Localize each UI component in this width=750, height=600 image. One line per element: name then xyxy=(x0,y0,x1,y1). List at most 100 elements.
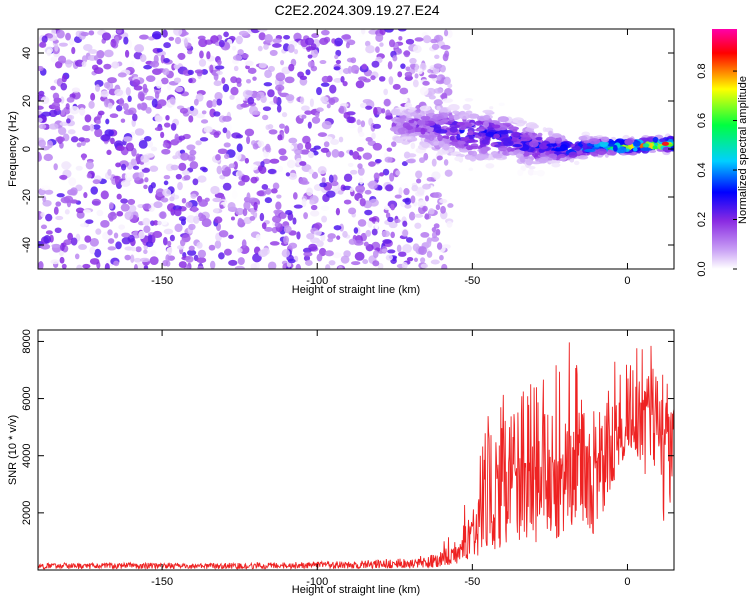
heatmap-cell xyxy=(214,65,225,70)
heatmap-cell xyxy=(436,242,443,250)
heatmap-cell xyxy=(130,246,137,252)
heatmap-cell xyxy=(106,149,112,155)
heatmap-cell xyxy=(83,43,93,52)
heatmap-cell xyxy=(341,34,352,40)
heatmap-cell xyxy=(517,169,524,177)
heatmap-cell xyxy=(208,244,216,251)
heatmap-cell xyxy=(100,219,110,228)
heatmap-cell xyxy=(467,113,480,119)
heatmap-cell xyxy=(278,148,287,156)
heatmap-cell xyxy=(397,71,403,78)
heatmap-cell xyxy=(43,234,51,244)
heatmap-cell xyxy=(219,174,226,180)
heatmap-cell xyxy=(92,179,101,185)
heatmap-cell xyxy=(238,180,246,186)
heatmap-cell xyxy=(402,97,408,103)
colorbar-tick-label: 0.6 xyxy=(696,113,708,128)
heatmap-cell xyxy=(482,109,494,114)
heatmap-cell xyxy=(196,257,207,264)
heatmap-cell xyxy=(257,165,263,172)
heatmap-cell xyxy=(475,120,483,126)
heatmap-cell xyxy=(383,88,389,96)
heatmap-cell xyxy=(232,45,237,51)
heatmap-cell xyxy=(212,99,217,108)
heatmap-cell xyxy=(170,123,177,131)
heatmap-cell xyxy=(348,238,357,245)
heatmap-cell xyxy=(303,251,313,257)
heatmap-cell xyxy=(383,98,391,107)
heatmap-cell xyxy=(301,114,307,119)
heatmap-cell xyxy=(78,244,88,250)
heatmap-cell xyxy=(150,146,158,152)
heatmap-cell xyxy=(197,175,207,183)
heatmap-cell xyxy=(56,29,65,39)
heatmap-cell xyxy=(352,151,360,160)
heatmap-cell xyxy=(133,85,143,91)
heatmap-cell xyxy=(116,145,125,152)
heatmap-cell xyxy=(56,193,65,198)
heatmap-cell xyxy=(95,84,101,92)
heatmap-cell xyxy=(267,124,274,130)
heatmap-cell xyxy=(70,237,78,246)
heatmap-cell xyxy=(245,90,254,96)
heatmap-cell xyxy=(511,131,520,137)
heatmap-cell xyxy=(135,153,141,162)
heatmap-cell xyxy=(483,114,491,121)
heatmap-cell xyxy=(163,180,169,186)
heatmap-cell xyxy=(377,262,384,269)
heatmap-cell xyxy=(321,29,330,36)
heatmap-cell xyxy=(428,127,433,133)
heatmap-cell xyxy=(355,184,366,193)
heatmap-cell xyxy=(400,136,412,140)
heatmap-cell xyxy=(145,107,152,114)
heatmap-cell xyxy=(47,140,54,149)
heatmap-cell xyxy=(250,207,255,215)
heatmap-cell xyxy=(43,153,53,162)
heatmap-cell xyxy=(575,145,581,152)
heatmap-cell xyxy=(449,126,458,133)
heatmap-cell xyxy=(381,108,386,114)
heatmap-cell xyxy=(187,249,197,256)
heatmap-cell xyxy=(61,263,67,269)
heatmap-cell xyxy=(439,254,444,261)
heatmap-cell xyxy=(50,56,58,63)
heatmap-cell xyxy=(537,132,543,137)
heatmap-cell xyxy=(387,249,396,254)
heatmap-cell xyxy=(409,57,417,65)
heatmap-cell xyxy=(107,168,112,176)
heatmap-cell xyxy=(600,136,610,143)
heatmap-cell xyxy=(336,235,341,240)
heatmap-cell xyxy=(397,127,409,135)
heatmap-cell xyxy=(197,35,206,40)
heatmap-cell xyxy=(113,232,119,239)
heatmap-cell xyxy=(435,79,445,85)
heatmap-cell xyxy=(134,44,145,53)
heatmap-cell xyxy=(51,29,57,36)
heatmap-cell xyxy=(662,146,671,152)
heatmap-cell xyxy=(395,118,407,123)
heatmap-cell xyxy=(368,161,376,167)
heatmap-cell xyxy=(194,69,204,74)
heatmap-cell xyxy=(38,65,44,72)
heatmap-cell xyxy=(337,150,345,158)
heatmap-cell xyxy=(145,75,156,82)
heatmap-cell xyxy=(84,114,92,123)
heatmap-cell xyxy=(250,164,258,171)
heatmap-cell xyxy=(340,255,350,264)
heatmap-cell xyxy=(404,203,412,209)
heatmap-cell xyxy=(82,209,92,214)
heatmap-cell xyxy=(433,192,442,199)
heatmap-cell xyxy=(149,165,159,172)
heatmap-cell xyxy=(81,60,87,68)
snr-y-label: SNR (10 * v/v) xyxy=(7,415,19,485)
heatmap-cell xyxy=(320,96,329,103)
heatmap-cell xyxy=(327,237,334,243)
heatmap-cell xyxy=(530,135,536,140)
heatmap-cell xyxy=(528,124,539,129)
heatmap-cell xyxy=(175,86,184,93)
heatmap-cell xyxy=(446,220,453,228)
heatmap-cell xyxy=(190,193,197,199)
heatmap-cell xyxy=(293,49,299,55)
heatmap-cell xyxy=(316,107,324,112)
heatmap-cell xyxy=(343,173,353,182)
